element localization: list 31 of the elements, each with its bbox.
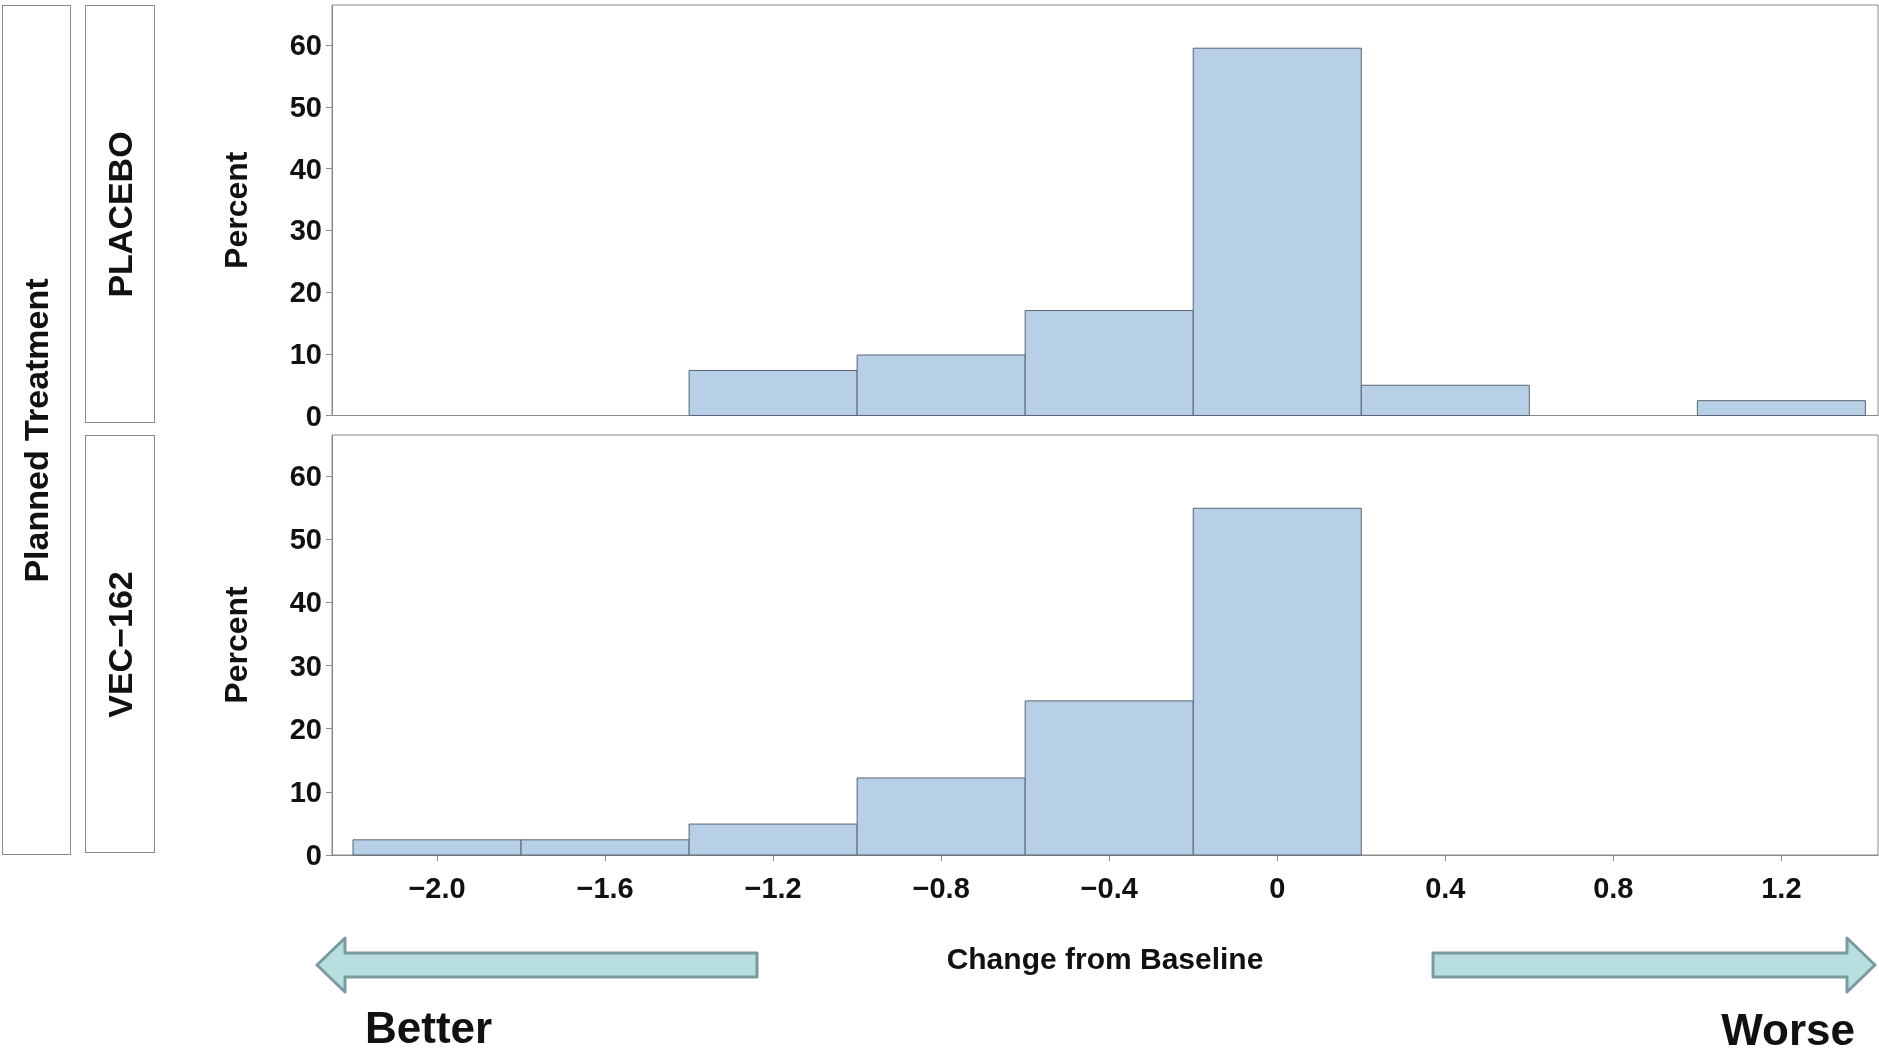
y-axis-title: Percent <box>218 151 254 269</box>
y-tick-label: 60 <box>289 29 322 62</box>
y-tick-label: 0 <box>305 839 322 871</box>
text: PLACEBO <box>100 130 140 298</box>
y-tick-label: 10 <box>289 337 322 370</box>
y-tick-label: 50 <box>289 90 322 123</box>
y-tick-label: 30 <box>289 649 322 682</box>
y-tick-label: 0 <box>305 399 322 432</box>
x-tick-label: −2.0 <box>408 871 466 904</box>
y-tick-label: 20 <box>289 712 322 745</box>
y-tick-label: 60 <box>289 460 322 493</box>
y-tick-label: 20 <box>289 276 322 309</box>
x-tick-label: 1.2 <box>1761 871 1802 904</box>
text: Planned Treatment <box>17 277 56 583</box>
y-axis-title: Percent <box>218 585 254 704</box>
y-tick-label: 40 <box>289 152 322 185</box>
x-tick-label: −1.2 <box>744 871 802 904</box>
x-tick-label: −0.4 <box>1080 871 1138 904</box>
x-tick-label: 0.4 <box>1425 871 1466 904</box>
x-axis-title: Change from Baseline <box>946 941 1264 975</box>
x-tick-label: 0.8 <box>1593 871 1634 904</box>
x-tick-label: −0.8 <box>912 871 970 904</box>
y-tick-label: 40 <box>289 586 322 619</box>
y-tick-label: 30 <box>289 214 322 247</box>
text: Better <box>365 1003 493 1050</box>
text: Worse <box>1721 1005 1855 1050</box>
y-tick-label: 10 <box>289 775 322 808</box>
x-tick-label: −1.6 <box>576 871 634 904</box>
y-tick-label: 50 <box>289 523 322 556</box>
text: VEC−162 <box>100 570 140 718</box>
x-tick-label: 0 <box>1269 871 1286 904</box>
